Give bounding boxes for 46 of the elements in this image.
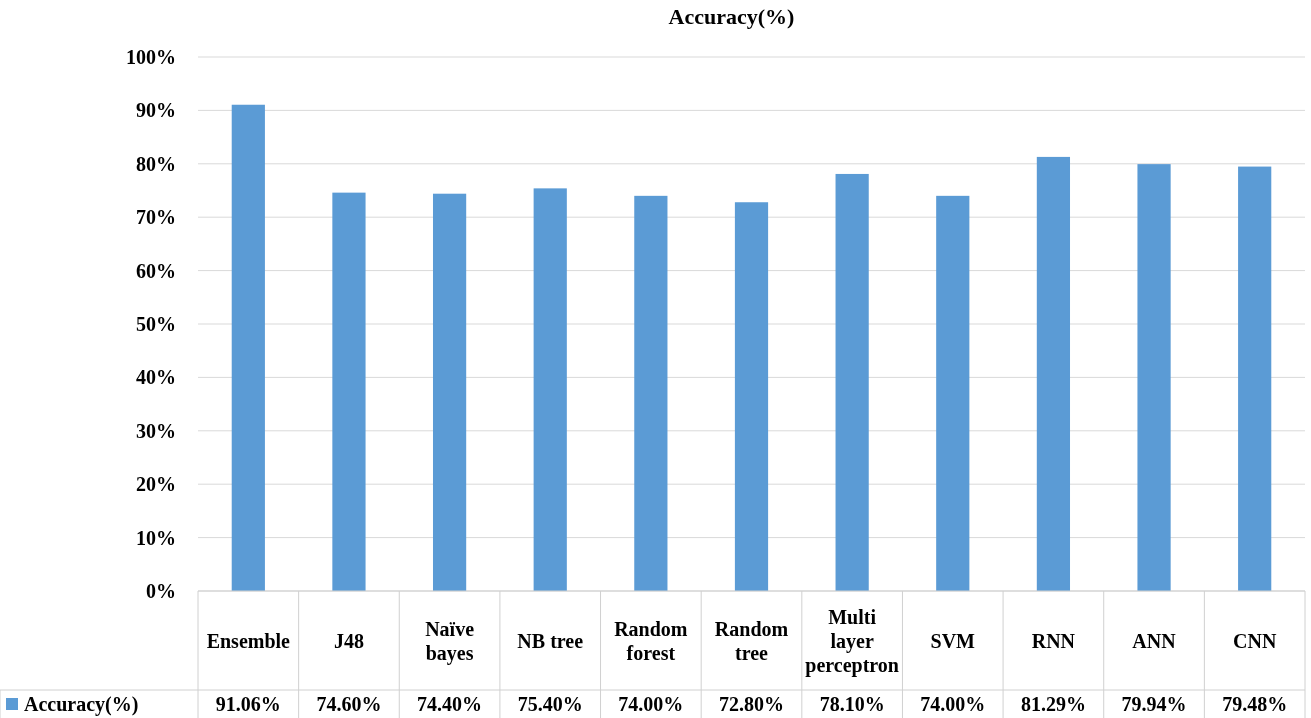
bar <box>835 173 869 591</box>
bar <box>1036 156 1071 591</box>
data-label: 72.80% <box>719 693 784 715</box>
data-label: 91.06% <box>215 693 281 715</box>
bar <box>332 192 366 591</box>
y-tick-label: 100% <box>126 46 176 68</box>
bar <box>936 195 970 591</box>
y-tick-label: 70% <box>136 206 176 229</box>
x-tick-label: SVM <box>930 629 976 652</box>
y-tick-label: 0% <box>146 580 176 602</box>
legend-label: Accuracy(%) <box>24 693 139 716</box>
bar <box>1238 166 1272 591</box>
x-tick-label: NB tree <box>517 629 584 652</box>
x-tick-label: Multi layer perceptron <box>805 605 899 677</box>
data-label: 74.60% <box>316 693 382 715</box>
data-label: 74.00% <box>920 693 986 715</box>
bar <box>533 188 567 591</box>
x-tick-label: Naïve bayes <box>425 617 475 665</box>
x-tick-label: RNN <box>1031 629 1076 652</box>
y-tick-label: 30% <box>136 419 176 442</box>
data-label: 74.40% <box>417 693 483 715</box>
y-tick-label: 90% <box>136 99 176 122</box>
x-tick-label: CNN <box>1233 629 1277 652</box>
data-label: 78.10% <box>819 693 885 715</box>
x-tick-label: ANN <box>1132 629 1177 652</box>
y-tick-label: 40% <box>136 366 176 389</box>
y-tick-label: 80% <box>136 152 176 175</box>
x-tick-label: Random tree <box>714 617 789 664</box>
x-tick-label: J48 <box>333 629 364 652</box>
data-label: 79.48% <box>1222 693 1288 715</box>
bar <box>1137 164 1171 591</box>
x-tick-label: Random forest <box>614 617 688 664</box>
bar <box>231 104 265 591</box>
x-tick-label: Ensemble <box>206 629 291 652</box>
bar <box>734 202 769 591</box>
data-label: 74.00% <box>618 693 684 715</box>
data-label: 81.29% <box>1020 693 1086 715</box>
y-tick-label: 20% <box>136 473 176 496</box>
bar <box>432 193 467 591</box>
data-label: 79.94% <box>1121 693 1187 715</box>
y-tick-label: 60% <box>136 259 176 282</box>
data-label: 75.40% <box>517 693 583 715</box>
y-tick-label: 50% <box>136 313 176 335</box>
y-tick-label: 10% <box>136 526 176 549</box>
chart-title: Accuracy(%) <box>668 4 795 29</box>
bar <box>634 195 668 591</box>
